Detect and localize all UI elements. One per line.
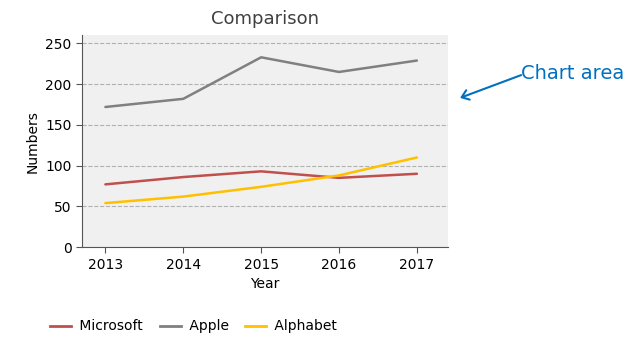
Title: Comparison: Comparison	[211, 10, 319, 28]
Y-axis label: Numbers: Numbers	[26, 110, 40, 173]
X-axis label: Year: Year	[251, 277, 280, 291]
Text: Chart area: Chart area	[521, 64, 625, 83]
Legend:  Microsoft,  Apple,  Alphabet: Microsoft, Apple, Alphabet	[45, 314, 343, 339]
